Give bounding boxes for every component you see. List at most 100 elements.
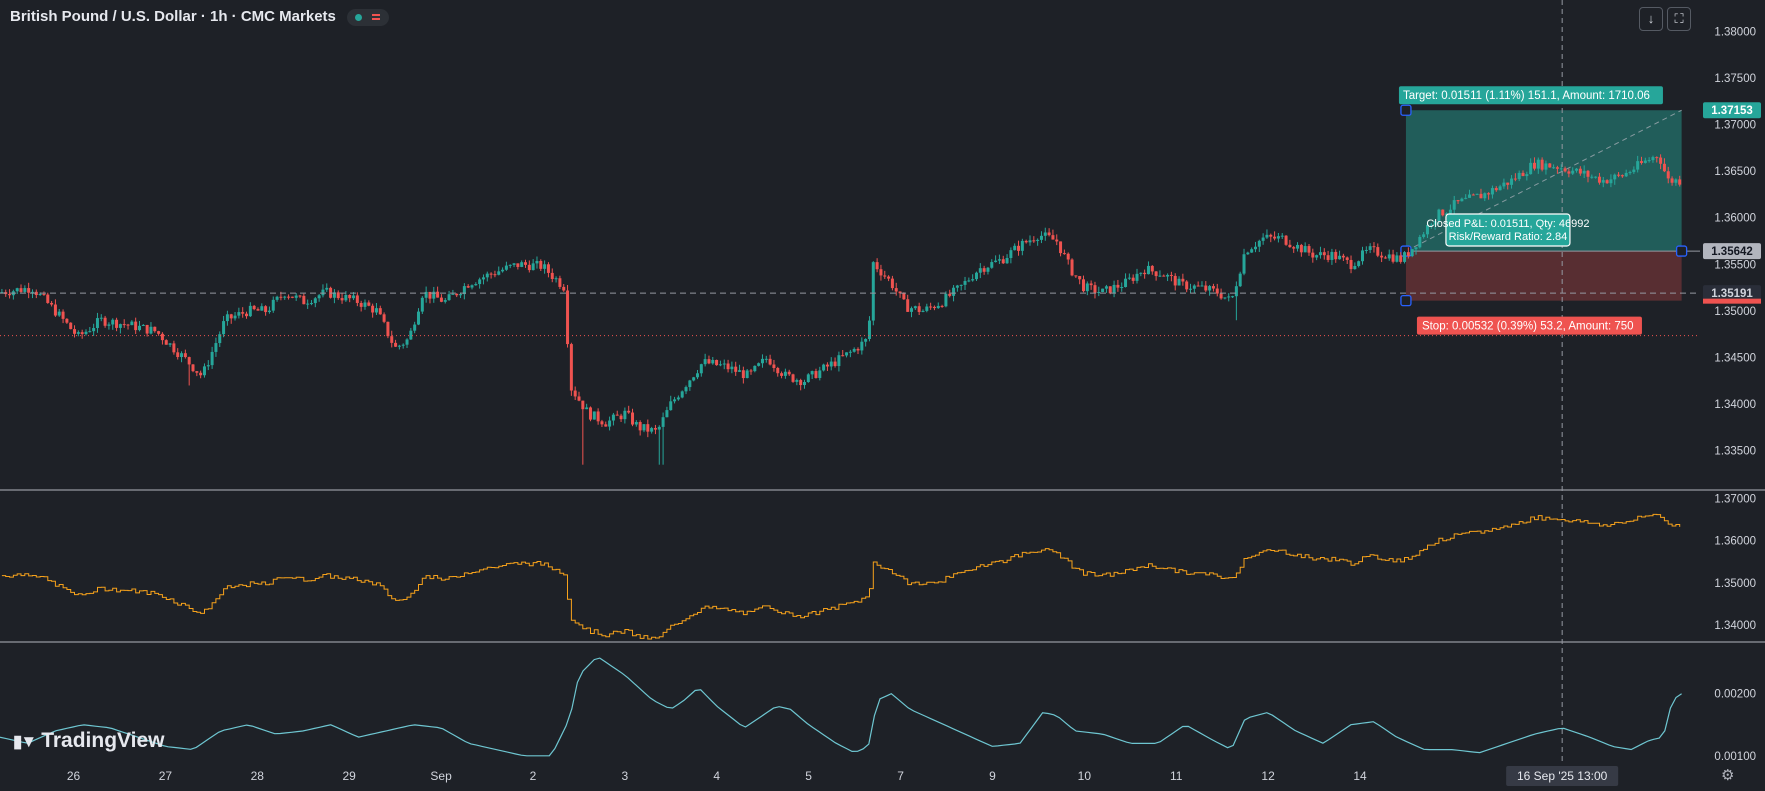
indicators	[0, 513, 1682, 757]
candle-body	[711, 359, 715, 364]
candle-body	[332, 292, 336, 298]
candle-body	[524, 262, 528, 265]
candle-body	[153, 326, 157, 332]
candles	[0, 154, 1682, 465]
candle-body	[325, 287, 329, 290]
orange-indicator-line	[1, 513, 1681, 640]
candle-body	[1563, 168, 1567, 172]
candle-body	[1074, 275, 1078, 277]
market-status[interactable]	[347, 9, 389, 26]
candle-body	[1624, 172, 1628, 177]
candle-body	[1276, 236, 1280, 239]
candle-body	[1502, 182, 1506, 187]
candle-body	[443, 300, 447, 302]
candle-body	[955, 285, 959, 288]
candle-body	[764, 358, 768, 360]
risk-reward-label: Risk/Reward Ratio: 2.84	[1449, 231, 1568, 243]
candle-body	[61, 311, 65, 319]
candle-body	[1418, 236, 1422, 248]
candle-body	[650, 428, 654, 432]
candle-body	[57, 311, 61, 316]
candle-body	[191, 364, 195, 372]
candle-body	[604, 424, 608, 427]
candle-body	[592, 411, 596, 420]
candle-body	[1043, 232, 1047, 236]
candle-body	[837, 355, 841, 367]
candle-body	[1017, 245, 1021, 251]
candle-body	[623, 410, 627, 420]
candle-body	[619, 415, 623, 420]
candle-body	[963, 280, 967, 285]
candle-body	[1288, 244, 1292, 248]
settings-gear-icon[interactable]: ⚙	[1721, 767, 1735, 784]
candle-body	[1273, 236, 1277, 239]
candle-body	[1055, 239, 1059, 242]
candle-body	[577, 396, 581, 401]
candle-body	[474, 284, 478, 286]
candle-body	[856, 348, 860, 351]
candle-body	[741, 370, 745, 379]
candle-body	[436, 291, 440, 298]
price-tick-label: 1.35000	[1714, 306, 1756, 318]
fullscreen-button[interactable]: ⛶	[1667, 7, 1691, 31]
candle-body	[1666, 171, 1670, 179]
candle-body	[1406, 252, 1410, 257]
candle-body	[1013, 245, 1017, 251]
candle-body	[355, 295, 359, 303]
candle-body	[206, 365, 210, 367]
candle-body	[833, 361, 837, 367]
candle-body	[1368, 246, 1372, 250]
candle-body	[1345, 257, 1349, 260]
pnl-box	[1445, 213, 1571, 247]
candle-body	[1127, 277, 1131, 279]
candle-body	[1487, 193, 1491, 195]
candle-body	[1173, 275, 1177, 286]
candle-body	[225, 314, 229, 322]
crosshair-time-badge	[1506, 766, 1619, 786]
candle-body	[252, 305, 256, 310]
candle-body	[1081, 279, 1085, 292]
candle-body	[776, 367, 780, 374]
price-tick-label: 1.34500	[1714, 353, 1756, 365]
candle-body	[497, 271, 501, 275]
target-label-box	[1398, 86, 1663, 105]
candle-body	[1066, 253, 1070, 260]
candle-body	[959, 284, 963, 286]
candle-body	[283, 296, 287, 298]
candle-body	[1460, 198, 1464, 202]
candle-body	[401, 344, 405, 346]
candle-body	[1655, 157, 1659, 159]
candle-body	[676, 397, 680, 400]
candle-body	[478, 279, 482, 285]
candle-body	[566, 290, 570, 345]
candle-body	[531, 263, 535, 271]
candle-body	[661, 417, 665, 427]
candle-body	[1391, 254, 1395, 262]
candle-body	[1605, 180, 1609, 184]
candle-body	[1555, 167, 1559, 169]
candle-body	[925, 306, 929, 311]
candle-body	[726, 363, 730, 370]
candle-body	[122, 324, 126, 326]
candle-body	[787, 371, 791, 375]
candle-body	[1414, 247, 1418, 250]
candle-body	[684, 387, 688, 392]
candle-body	[1456, 200, 1460, 202]
download-button[interactable]: ↓	[1639, 7, 1663, 31]
candle-body	[1582, 170, 1586, 174]
candle-body	[1261, 237, 1265, 241]
candle-body	[974, 272, 978, 280]
candle-body	[1601, 180, 1605, 183]
candle-body	[772, 364, 776, 368]
candle-body	[1441, 209, 1445, 216]
candle-body	[1490, 188, 1494, 195]
candle-body	[1154, 271, 1158, 277]
candle-body	[428, 291, 432, 299]
candle-body	[520, 262, 524, 267]
candle-body	[1028, 240, 1032, 243]
candle-body	[1613, 174, 1617, 180]
candle-body	[420, 297, 424, 312]
candle-body	[313, 298, 317, 304]
price-tick-label: 1.37500	[1714, 73, 1756, 85]
